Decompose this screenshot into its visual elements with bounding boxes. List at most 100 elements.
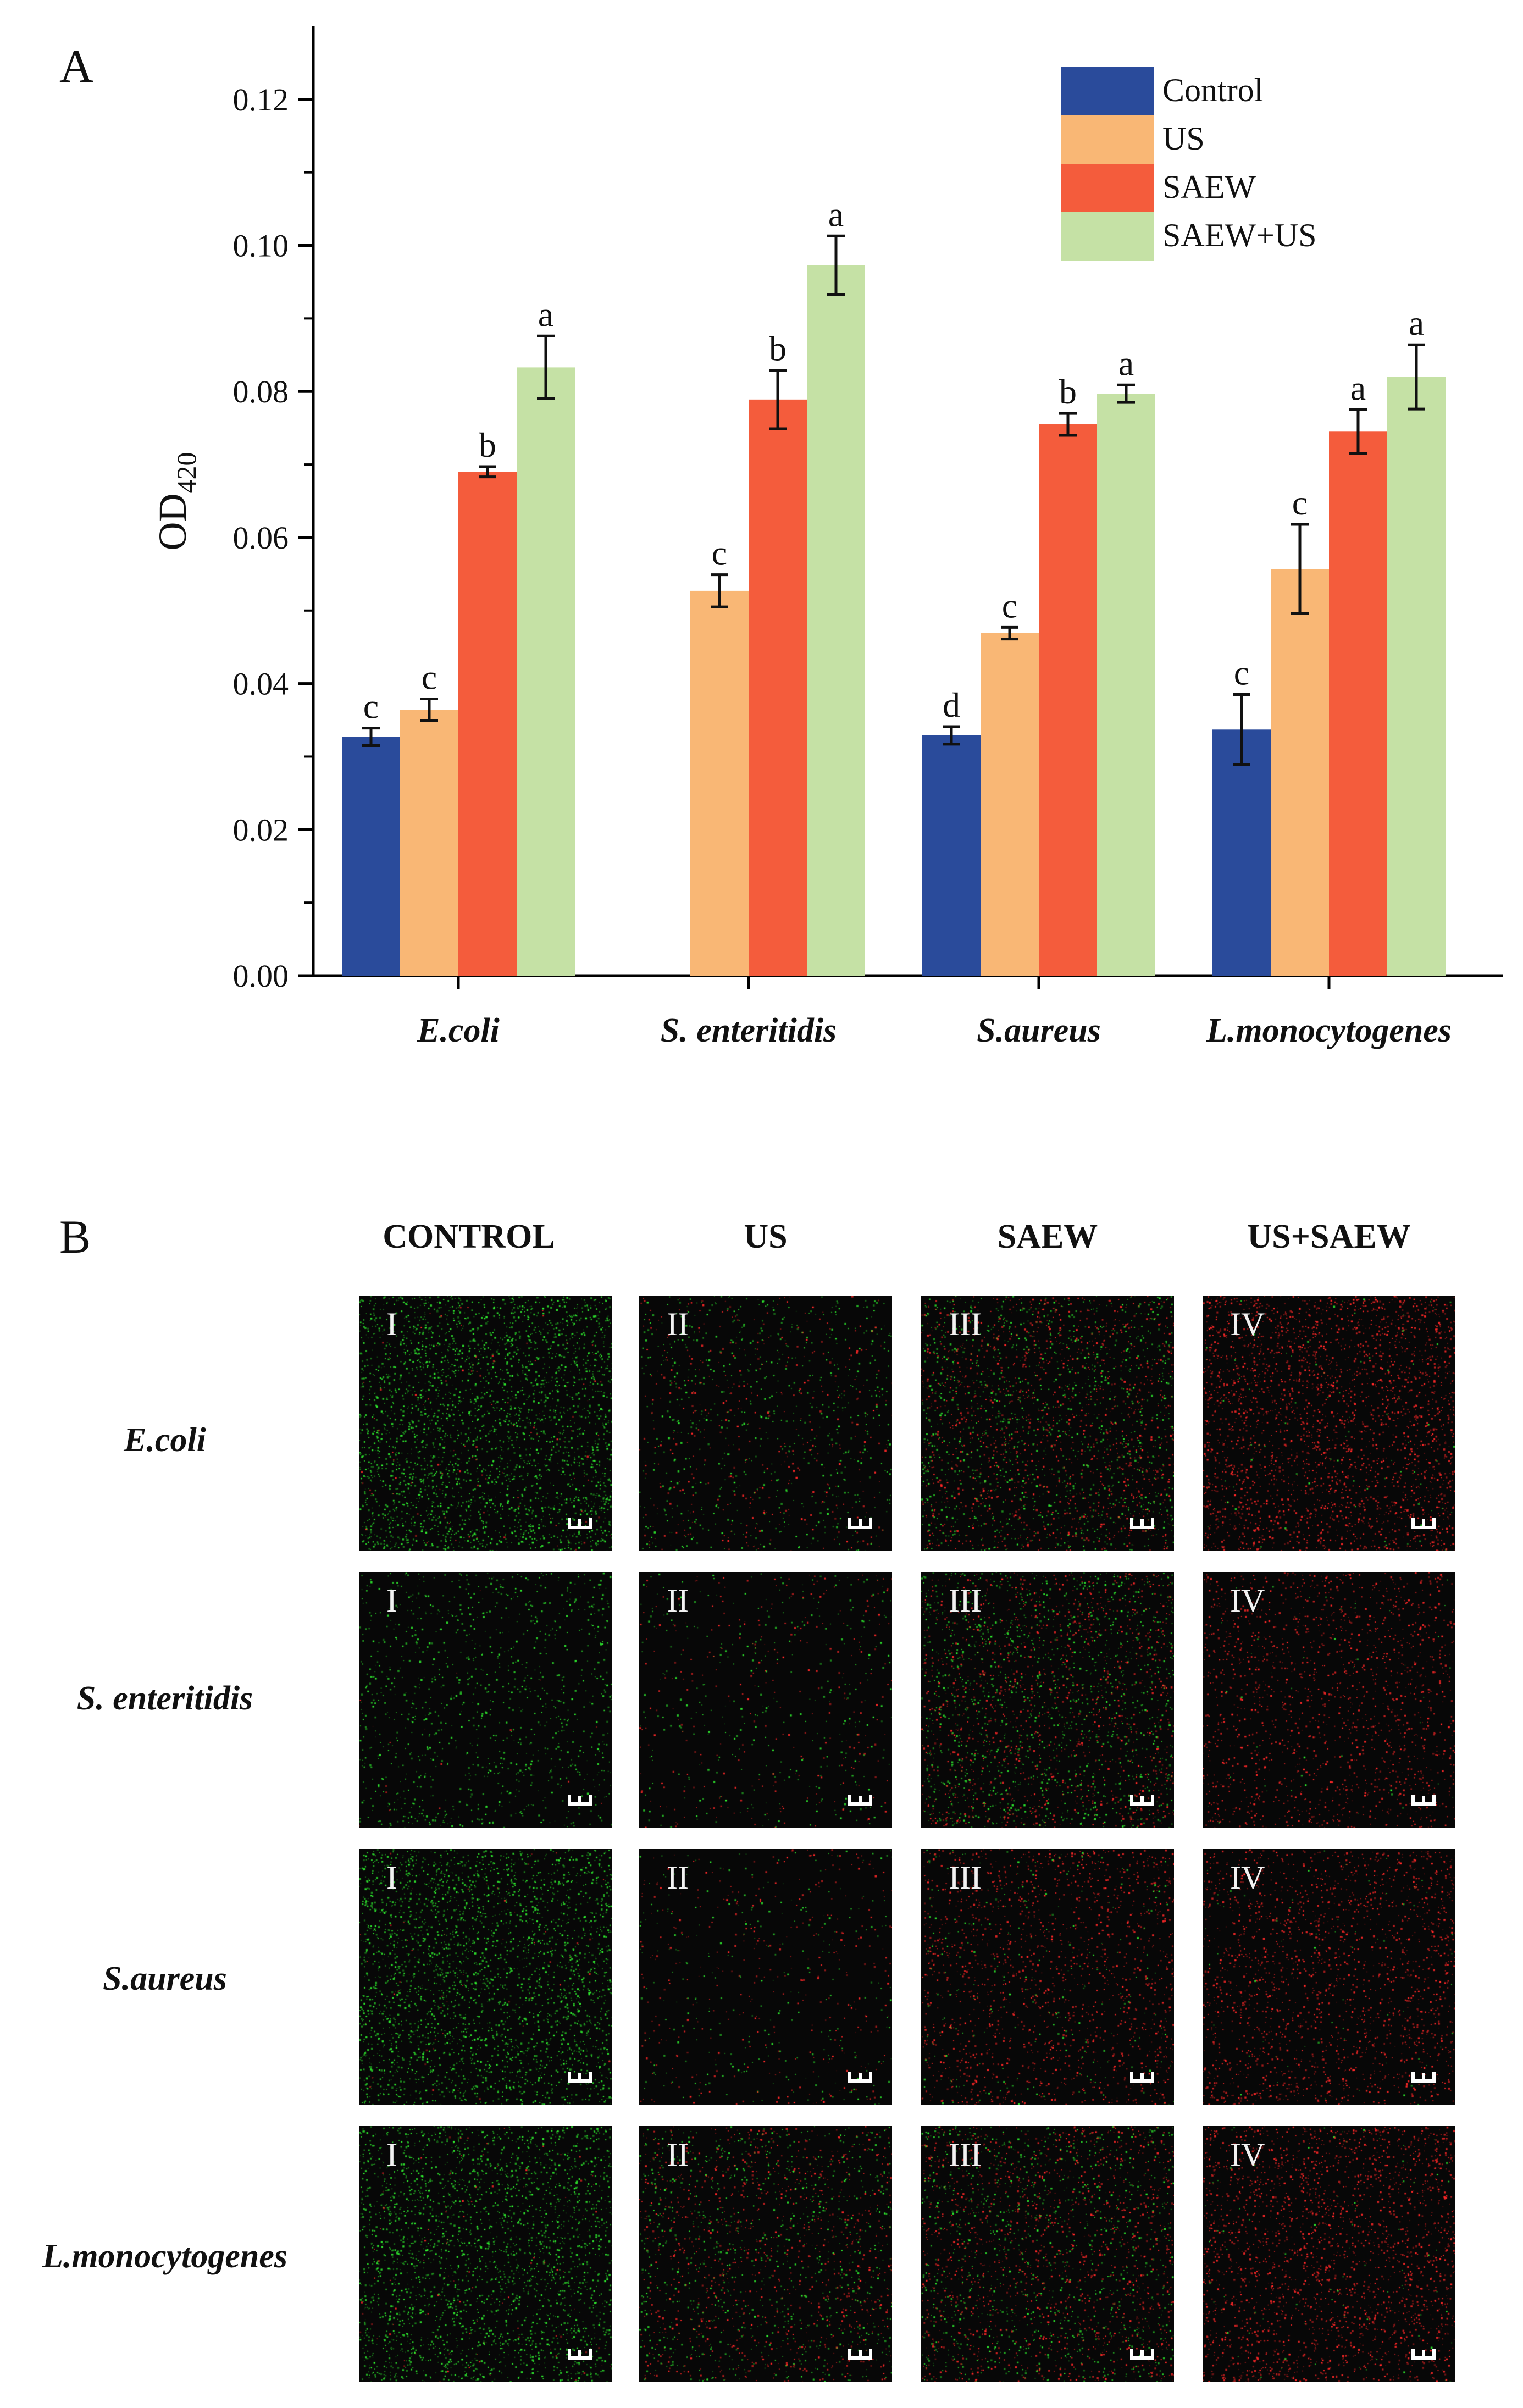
tile-numeral: III: [949, 1306, 982, 1342]
tile-numeral: II: [667, 1306, 689, 1342]
fluorescence-image: [921, 1849, 1174, 2105]
significance-letter: a: [828, 195, 844, 234]
fluorescence-image: [1203, 1296, 1455, 1551]
bar: [1387, 377, 1446, 976]
bar: [1097, 394, 1155, 976]
significance-letter: a: [1350, 368, 1366, 407]
significance-letter: d: [943, 685, 960, 724]
bar: [981, 633, 1039, 976]
micrograph-tile: IV: [1203, 1849, 1455, 2105]
y-tick-label: 0.06: [233, 520, 289, 556]
fluorescence-image: [921, 1572, 1174, 1828]
significance-letter: c: [1292, 483, 1308, 522]
y-tick-label: 0.04: [233, 666, 289, 702]
fluorescence-image: [639, 1849, 892, 2105]
bar: [690, 590, 749, 976]
tile-numeral: II: [667, 1859, 689, 1896]
fluorescence-image: [1203, 1849, 1455, 2105]
scale-bar: [568, 2072, 592, 2083]
significance-letter: a: [1118, 344, 1134, 383]
legend-swatch: [1061, 67, 1154, 115]
scale-bar: [1411, 2349, 1436, 2360]
scale-bar: [848, 1795, 872, 1806]
fluorescence-image: [359, 1296, 612, 1551]
bar: [1329, 431, 1387, 976]
significance-letter: c: [712, 534, 727, 573]
fluorescence-image: [639, 1296, 892, 1551]
row-label-s-aureus: S.aureus: [103, 1960, 227, 1997]
micrograph-tile: I: [359, 2126, 612, 2382]
scale-bar: [1411, 1795, 1436, 1806]
fluorescence-image: [1203, 1572, 1455, 1828]
significance-letter: c: [1234, 654, 1249, 693]
tile-numeral: I: [386, 1582, 397, 1619]
fluorescence-image: [359, 1849, 612, 2105]
scale-bar: [848, 2349, 872, 2360]
scale-bar: [568, 1518, 592, 1529]
micrograph-tile: I: [359, 1296, 612, 1551]
scale-bar: [1130, 2072, 1154, 2083]
legend-swatch: [1061, 115, 1154, 164]
y-axis-label: OD420: [151, 452, 202, 551]
tile-numeral: IV: [1230, 1306, 1265, 1342]
column-header-us: US: [744, 1218, 788, 1255]
bar: [400, 710, 458, 976]
bar: [749, 399, 807, 976]
scale-bar: [1130, 1795, 1154, 1806]
column-header-us-saew: US+SAEW: [1247, 1218, 1411, 1255]
bar: [1039, 424, 1097, 976]
panel-b-label: B: [59, 1210, 91, 1263]
tile-numeral: III: [949, 2136, 982, 2173]
micrograph-tile: I: [359, 1849, 612, 2105]
fluorescence-image: [921, 1296, 1174, 1551]
significance-letter: b: [479, 425, 496, 464]
micrograph-tile: II: [639, 1296, 892, 1551]
scale-bar: [1130, 2349, 1154, 2360]
tile-numeral: I: [386, 2136, 397, 2173]
micrograph-tile: III: [921, 1296, 1174, 1551]
micrograph-tile: IV: [1203, 1572, 1455, 1828]
significance-letter: b: [769, 329, 787, 368]
y-tick-label: 0.02: [233, 812, 289, 848]
tile-numeral: III: [949, 1582, 982, 1619]
bar: [458, 472, 517, 976]
y-tick-label: 0.08: [233, 374, 289, 409]
column-header-saew: SAEW: [997, 1218, 1098, 1255]
bar: [922, 735, 981, 976]
scale-bar: [1411, 1518, 1436, 1529]
scale-bar: [848, 1518, 872, 1529]
row-label-s-enteritidis: S. enteritidis: [76, 1680, 253, 1717]
legend-swatch: [1061, 164, 1154, 212]
micrograph-tile: IV: [1203, 1296, 1455, 1551]
x-tick-label: L.monocytogenes: [1206, 1012, 1452, 1049]
significance-letter: c: [1002, 586, 1017, 625]
legend-label: US: [1162, 120, 1205, 157]
micrograph-tile: III: [921, 2126, 1174, 2382]
fluorescence-image: [359, 2126, 612, 2382]
tile-numeral: IV: [1230, 1859, 1265, 1896]
fluorescence-image: [639, 1572, 892, 1828]
bar: [342, 737, 400, 976]
scale-bar: [568, 2349, 592, 2360]
significance-letter: c: [422, 658, 437, 697]
fluorescence-image: [359, 1572, 612, 1828]
row-label-l-monocytogenes: L.monocytogenes: [42, 2238, 287, 2275]
y-tick-label: 0.00: [233, 958, 289, 994]
tile-numeral: I: [386, 1859, 397, 1896]
bar: [517, 367, 575, 976]
significance-letter: b: [1059, 372, 1077, 411]
significance-letter: a: [538, 295, 553, 334]
tile-numeral: III: [949, 1859, 982, 1896]
x-tick-label: S.aureus: [977, 1012, 1101, 1049]
micrograph-tile: III: [921, 1572, 1174, 1828]
bar-chart: 0.00 0.02 0.04 0.06 0.08 0.10 0.12 OD420 E.coli c…: [151, 26, 1503, 1049]
scale-bar: [568, 1795, 592, 1806]
legend-label: Control: [1162, 72, 1263, 108]
micrograph-tile: IV: [1203, 2126, 1455, 2382]
micrograph-tile: I: [359, 1572, 612, 1828]
bar: [1271, 569, 1329, 976]
legend-label: SAEW: [1162, 169, 1256, 205]
row-label-ecoli: E.coli: [124, 1421, 206, 1459]
y-tick-label: 0.10: [233, 228, 289, 264]
tile-numeral: II: [667, 1582, 689, 1619]
